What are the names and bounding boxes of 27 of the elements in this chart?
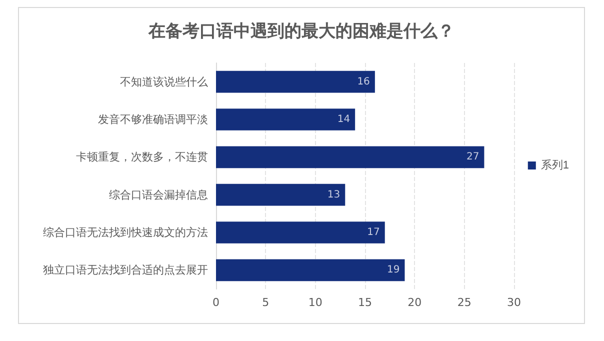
bar [216,146,484,168]
chart-title: 在备考口语中遇到的最大的困难是什么？ [148,22,454,42]
bar [216,184,346,206]
data-label: 19 [387,264,400,276]
y-tick-label: 发音不够准确语调平淡 [98,113,208,126]
y-tick-label: 不知道该说些什么 [120,75,208,88]
x-tick-label: 25 [457,296,472,309]
x-tick-label: 5 [262,296,270,309]
bar [216,259,405,282]
data-label: 13 [327,189,340,200]
x-tick-label: 10 [308,296,322,309]
x-tick-label: 15 [358,296,372,309]
data-label: 17 [367,227,380,238]
x-tick-label: 20 [408,296,422,309]
data-label: 27 [466,152,480,163]
data-label: 14 [337,114,350,125]
bar [216,222,385,244]
y-tick-label: 综合口语无法找到快速成文的方法 [43,226,208,239]
x-tick-label: 0 [212,296,220,309]
x-tick-label: 30 [507,296,521,309]
legend-label: 系列1 [540,158,570,172]
y-tick-label: 综合口语会漏掉信息 [109,188,208,202]
y-tick-label: 独立口语无法找到合适的点去展开 [43,264,208,277]
y-tick-label: 卡顿重复，次数多，不连贯 [76,150,208,164]
bar [216,70,375,93]
data-label: 16 [357,76,370,88]
bar [216,108,356,130]
